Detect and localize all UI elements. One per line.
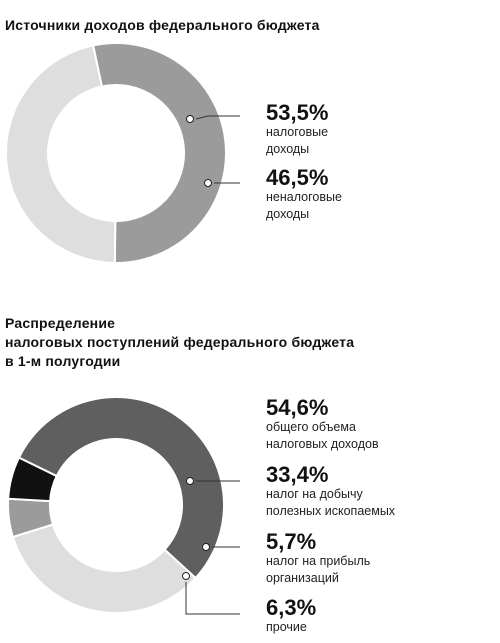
chart2-title-line2: налоговых поступлений федерального бюдже… xyxy=(5,334,355,350)
chart1-label-nontax-line2: доходы xyxy=(266,207,310,221)
chart2-pct-total: 54,6% xyxy=(266,395,329,420)
chart2-label-total: общего объема налоговых доходов xyxy=(266,419,379,453)
chart1-label-nontax: неналоговые доходы xyxy=(266,189,342,223)
chart2-label-mining-line2: полезных ископаемых xyxy=(266,504,396,518)
chart2-label-profit-line1: налог на прибыль xyxy=(266,554,371,568)
chart1-slice-2 xyxy=(5,44,117,265)
chart2-label-profit-line2: организаций xyxy=(266,571,339,585)
chart1-leader-line-1 xyxy=(195,115,240,120)
chart2-slice-4 xyxy=(7,456,59,503)
chart1-leader-dot-2 xyxy=(204,179,212,187)
chart2-leader-dot-3 xyxy=(182,572,190,580)
chart2-slice-1 xyxy=(17,395,225,580)
chart2-label-total-line2: налоговых доходов xyxy=(266,437,379,451)
chart1-title: Источники доходов федерального бюджета xyxy=(5,17,320,33)
chart2-leader-line-3 xyxy=(185,582,240,615)
chart2-leader-dot-1 xyxy=(186,477,194,485)
chart2-pct-mining: 33,4% xyxy=(266,462,329,487)
chart2-pct-other: 6,3% xyxy=(266,595,317,620)
chart2-label-mining: налог на добычу полезных ископаемых xyxy=(266,486,395,520)
chart2-title: Распределение налоговых поступлений феде… xyxy=(5,314,354,371)
chart1-leader-dot-1 xyxy=(186,115,194,123)
chart2-label-other: прочие xyxy=(266,619,307,636)
chart1-pct-tax: 53,5% xyxy=(266,100,329,125)
chart1-label-tax-line2: доходы xyxy=(266,142,310,156)
chart1-pct-nontax: 46,5% xyxy=(266,165,329,190)
chart2-pct-profit: 5,7% xyxy=(266,529,317,554)
chart2-title-line3: в 1-м полугодии xyxy=(5,353,121,369)
chart2-leader-dot-2 xyxy=(202,543,210,551)
chart1-label-nontax-line1: неналоговые xyxy=(266,190,342,204)
chart2-label-profit: налог на прибыль организаций xyxy=(266,553,370,587)
chart2-label-other-line1: прочие xyxy=(266,620,307,634)
chart2-label-mining-line1: налог на добычу xyxy=(266,487,363,501)
chart2-slice-2 xyxy=(11,523,197,614)
chart2-label-total-line1: общего объема xyxy=(266,420,356,434)
chart1-label-tax-line1: налоговые xyxy=(266,125,329,139)
chart1-slice-1 xyxy=(91,42,227,264)
chart2-title-line1: Распределение xyxy=(5,315,116,331)
chart1-label-tax: налоговые доходы xyxy=(266,124,328,158)
